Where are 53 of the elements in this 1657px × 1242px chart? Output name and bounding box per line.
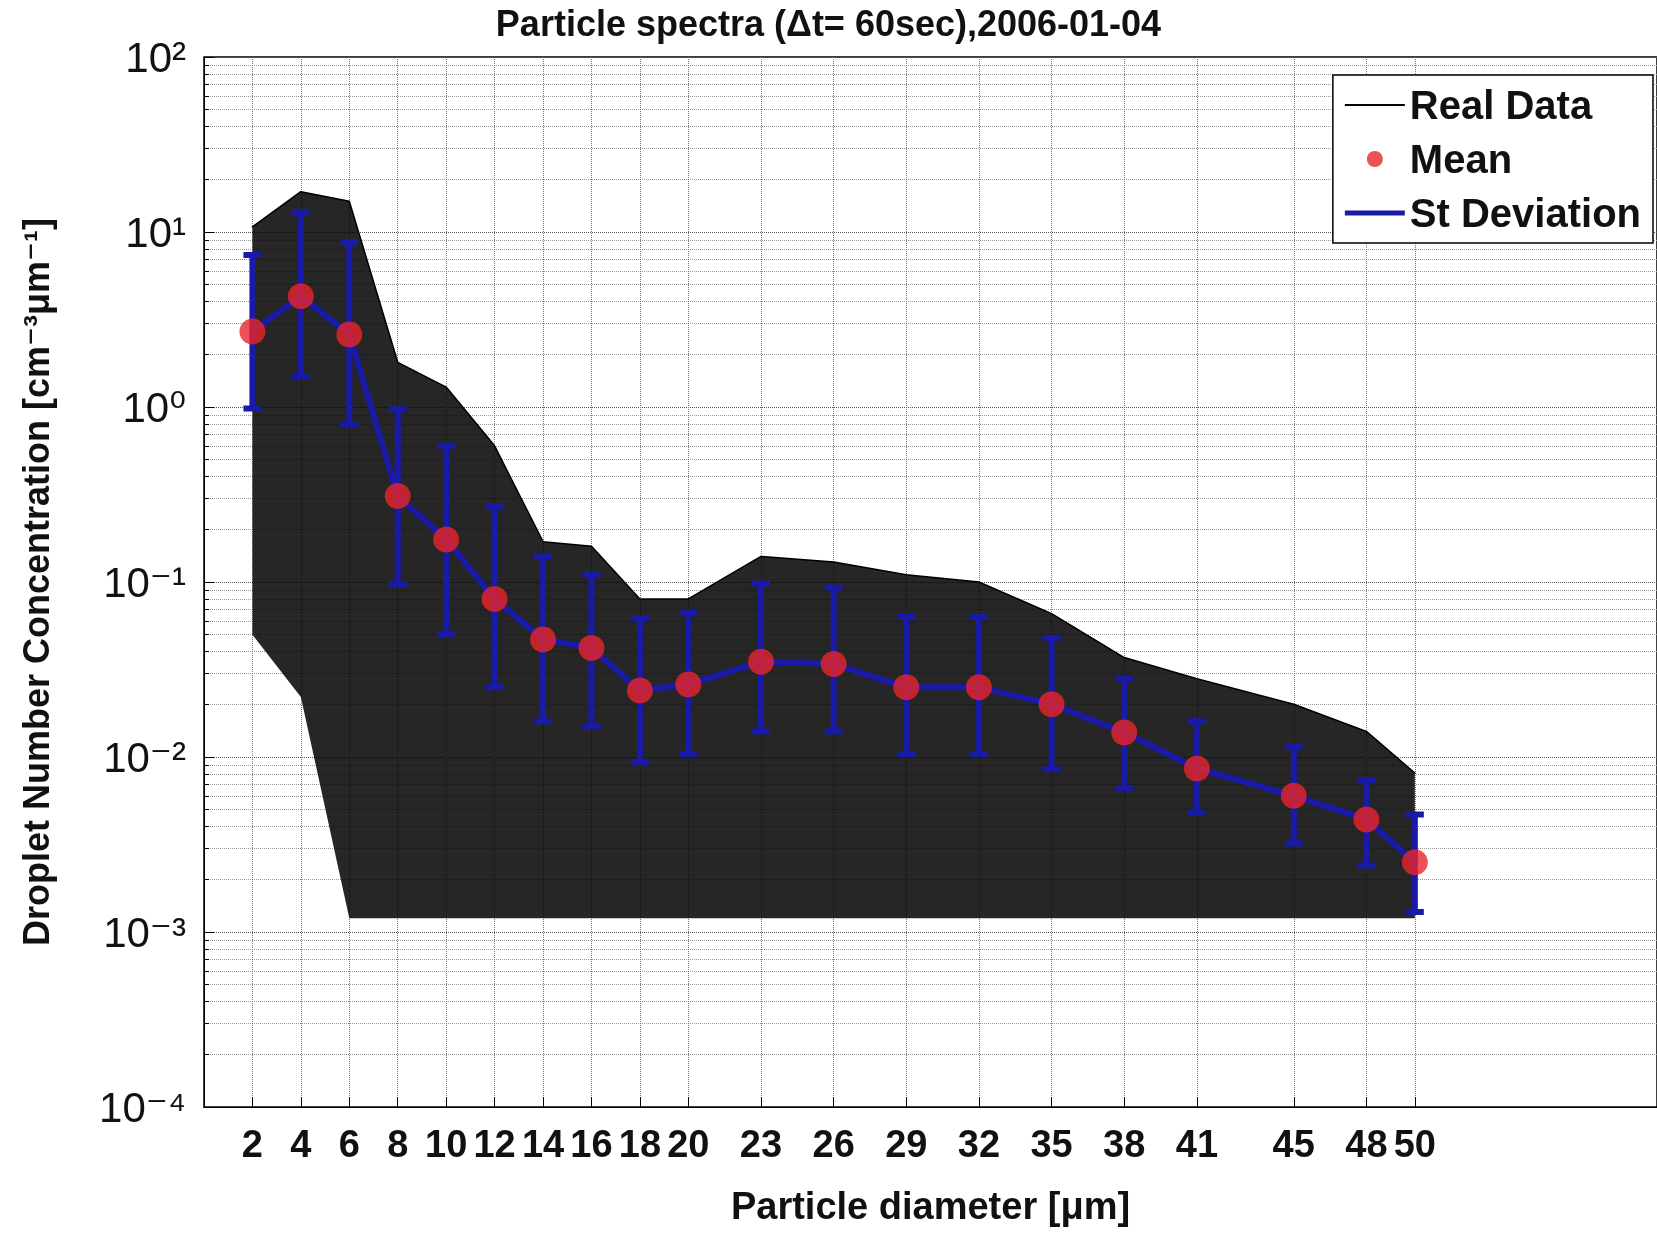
chart-title: Particle spectra (Δt= 60sec),2006-01-04: [495, 2, 1162, 44]
x-tick-label: 10: [425, 1123, 468, 1165]
y-tick-label: 10⁰: [122, 383, 186, 431]
point: [1280, 782, 1307, 809]
x-tick-label: 35: [1030, 1123, 1073, 1165]
point: [287, 283, 314, 310]
y-axis-title: Droplet Number Concentration [cm⁻³μm⁻¹]: [15, 217, 57, 947]
point: [384, 483, 411, 509]
x-tick-label: 4: [290, 1123, 312, 1165]
x-tick-label: 12: [473, 1123, 516, 1165]
y-tick-label: 10⁻³: [103, 908, 187, 956]
x-tick-label: 48: [1345, 1123, 1388, 1165]
point: [239, 318, 266, 345]
y-tick-label: 10¹: [125, 208, 187, 256]
x-tick-label: 29: [885, 1123, 928, 1165]
x-tick-label: 41: [1175, 1123, 1219, 1165]
point: [626, 677, 653, 704]
point: [336, 321, 363, 348]
x-tick-label: 50: [1393, 1123, 1436, 1165]
x-tick-label: 18: [618, 1123, 662, 1165]
x-tick-label: 45: [1272, 1123, 1315, 1165]
point: [1183, 755, 1210, 782]
legend-label: Real Data: [1409, 83, 1593, 127]
point: [530, 626, 557, 653]
x-tick-label: 2: [241, 1123, 263, 1165]
y-tick-label: 10²: [125, 33, 187, 81]
point: [578, 634, 605, 661]
point: [820, 651, 847, 677]
point: [748, 648, 774, 675]
x-axis-title: Particle diameter [μm]: [730, 1185, 1131, 1227]
x-tick-label: 26: [812, 1123, 855, 1165]
point: [1353, 806, 1380, 833]
legend-label: Mean: [1409, 137, 1513, 181]
y-tick-label: 10⁻¹: [103, 558, 187, 606]
point: [675, 671, 702, 698]
point: [965, 674, 992, 701]
point: [1111, 719, 1138, 746]
y-tick-label: 10⁻⁴: [99, 1083, 186, 1131]
x-tick-label: 8: [387, 1123, 409, 1165]
x-tick-label: 23: [739, 1123, 783, 1165]
y-tick-label: 10⁻²: [103, 733, 187, 781]
x-tick-label: 16: [570, 1123, 613, 1165]
point: [433, 526, 460, 553]
x-tick-label: 38: [1103, 1123, 1146, 1165]
x-tick-label: 14: [521, 1123, 565, 1165]
point: [1401, 849, 1428, 876]
x-tick-label: 20: [667, 1123, 710, 1165]
point: [1038, 691, 1065, 718]
point: [481, 585, 508, 612]
x-tick-label: 6: [338, 1123, 360, 1165]
legend-label: St Deviation: [1409, 191, 1641, 235]
point: [893, 674, 920, 701]
x-tick-label: 32: [957, 1123, 1001, 1165]
